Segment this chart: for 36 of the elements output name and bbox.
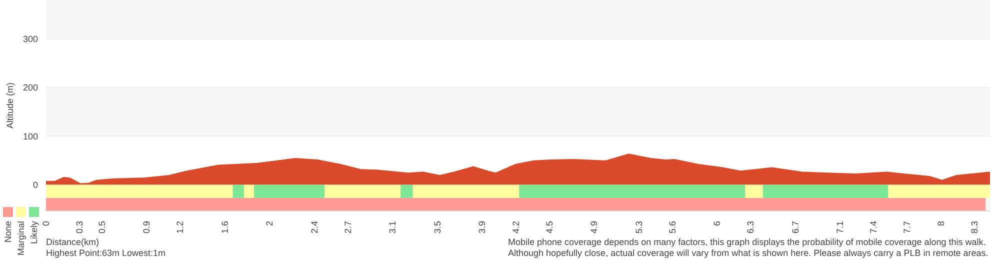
x-tick-label: 5.6	[667, 221, 678, 234]
x-axis-title: Distance(km)	[46, 237, 100, 248]
legend-label: Marginal	[16, 221, 26, 256]
y-axis-title: Altitude (m)	[5, 82, 16, 129]
x-tick-label: 6	[712, 221, 722, 226]
x-tick-label: 0.9	[142, 221, 152, 234]
x-tick-label: 0.5	[96, 221, 107, 234]
text: Highest Point:63m Lowest:1m	[46, 248, 166, 259]
x-tick-label: 7.1	[835, 221, 846, 234]
x-tick-label: 3.1	[388, 221, 398, 234]
legend-label: Likely	[29, 220, 39, 244]
x-tick-label: 0.3	[74, 221, 85, 234]
x-tick-label: 7.7	[902, 221, 912, 234]
x-tick-label: 3.9	[477, 221, 488, 234]
x-tick-label: 1.6	[220, 221, 230, 234]
y-tick-label: 300	[22, 34, 38, 44]
x-tick-label: 2.4	[309, 221, 320, 234]
x-tick-label: 0	[41, 221, 51, 226]
x-tick-label: 4.9	[589, 221, 600, 234]
text: Mobile phone coverage depends on many factors, this graph displays the probability of mobile coverage along this walk. Although hopefully close, actual coverage will vary from what is shown here. Please always carry a PLB in remote areas.	[508, 237, 990, 259]
x-tick-label: 1.2	[175, 221, 186, 234]
x-tick-label: 3.5	[432, 221, 442, 234]
x-tick-label: 4.5	[544, 221, 554, 234]
legend-label: None	[3, 221, 13, 243]
x-tick-label: 4.2	[510, 221, 521, 234]
y-tick-label: 200	[22, 82, 38, 93]
x-tick-label: 8	[936, 221, 946, 226]
y-tick-label: 100	[22, 131, 38, 142]
x-tick-label: 6.7	[790, 221, 800, 234]
x-tick-label: 5.3	[634, 221, 644, 234]
x-tick-label: 2.7	[342, 221, 353, 234]
x-tick-label: 7.4	[868, 221, 879, 234]
x-tick-label: 2	[264, 221, 275, 226]
y-tick-label: 0	[32, 180, 38, 190]
x-tick-label: 8.3	[969, 221, 980, 234]
x-tick-label: 6.3	[746, 221, 756, 234]
